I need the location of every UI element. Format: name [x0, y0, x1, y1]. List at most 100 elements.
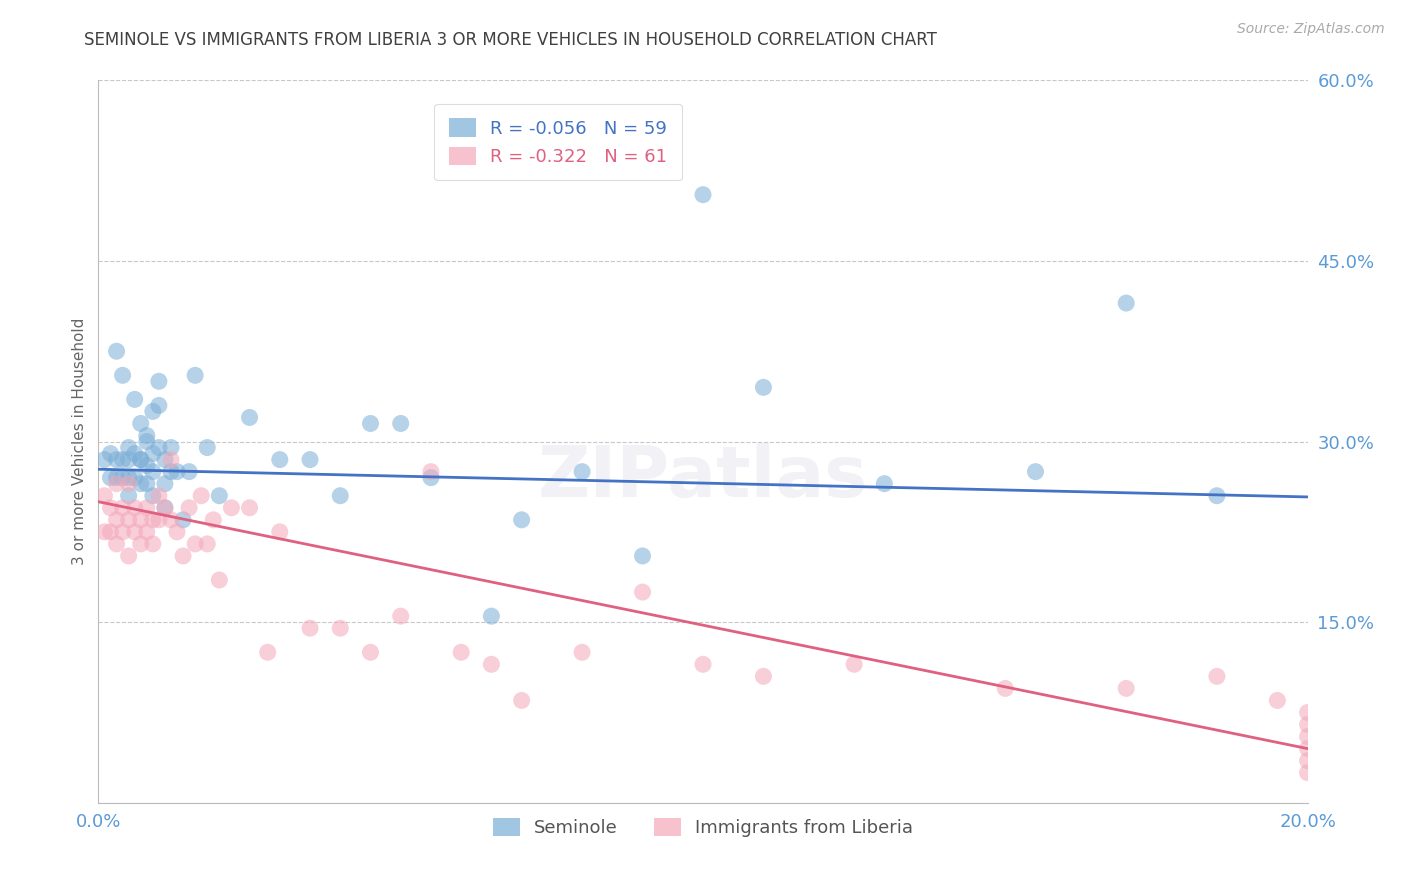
- Point: [1296, 754, 1319, 768]
- Point: [389, 417, 412, 431]
- Point: [135, 434, 157, 449]
- Point: [124, 392, 146, 407]
- Point: [389, 609, 412, 624]
- Point: [172, 549, 194, 563]
- Point: [142, 513, 165, 527]
- Point: [135, 458, 157, 473]
- Point: [1115, 681, 1137, 696]
- Point: [135, 500, 157, 515]
- Point: [105, 537, 128, 551]
- Point: [118, 441, 141, 455]
- Point: [148, 398, 170, 412]
- Point: [481, 609, 503, 624]
- Point: [93, 452, 115, 467]
- Text: ZIPatlas: ZIPatlas: [538, 443, 868, 512]
- Point: [1296, 741, 1319, 756]
- Point: [148, 489, 170, 503]
- Point: [692, 187, 714, 202]
- Point: [195, 441, 218, 455]
- Point: [1296, 706, 1319, 720]
- Point: [420, 470, 443, 484]
- Point: [221, 500, 243, 515]
- Point: [118, 549, 141, 563]
- Point: [481, 657, 503, 672]
- Point: [118, 470, 141, 484]
- Point: [160, 513, 183, 527]
- Point: [129, 476, 152, 491]
- Point: [105, 470, 128, 484]
- Point: [124, 446, 146, 460]
- Point: [299, 452, 322, 467]
- Point: [208, 489, 231, 503]
- Point: [105, 513, 128, 527]
- Point: [118, 489, 141, 503]
- Point: [184, 368, 207, 383]
- Point: [124, 524, 146, 539]
- Point: [93, 524, 115, 539]
- Point: [135, 428, 157, 442]
- Point: [135, 476, 157, 491]
- Point: [1115, 296, 1137, 310]
- Point: [160, 441, 183, 455]
- Point: [100, 500, 122, 515]
- Point: [190, 489, 212, 503]
- Point: [269, 524, 291, 539]
- Point: [510, 513, 533, 527]
- Point: [153, 476, 176, 491]
- Point: [631, 549, 654, 563]
- Point: [93, 489, 115, 503]
- Point: [142, 404, 165, 418]
- Point: [129, 537, 152, 551]
- Point: [129, 513, 152, 527]
- Text: Source: ZipAtlas.com: Source: ZipAtlas.com: [1237, 22, 1385, 37]
- Point: [124, 500, 146, 515]
- Point: [129, 452, 152, 467]
- Point: [100, 524, 122, 539]
- Point: [844, 657, 866, 672]
- Point: [129, 417, 152, 431]
- Point: [1296, 730, 1319, 744]
- Point: [208, 573, 231, 587]
- Point: [166, 524, 188, 539]
- Point: [1024, 465, 1046, 479]
- Point: [1267, 693, 1289, 707]
- Point: [239, 410, 262, 425]
- Point: [153, 500, 176, 515]
- Point: [129, 452, 152, 467]
- Point: [1296, 717, 1319, 731]
- Point: [692, 657, 714, 672]
- Point: [148, 513, 170, 527]
- Point: [360, 645, 382, 659]
- Point: [269, 452, 291, 467]
- Point: [752, 380, 775, 394]
- Point: [1206, 489, 1229, 503]
- Point: [1206, 669, 1229, 683]
- Point: [118, 476, 141, 491]
- Point: [160, 452, 183, 467]
- Point: [105, 452, 128, 467]
- Point: [202, 513, 225, 527]
- Y-axis label: 3 or more Vehicles in Household: 3 or more Vehicles in Household: [72, 318, 87, 566]
- Point: [118, 452, 141, 467]
- Text: SEMINOLE VS IMMIGRANTS FROM LIBERIA 3 OR MORE VEHICLES IN HOUSEHOLD CORRELATION : SEMINOLE VS IMMIGRANTS FROM LIBERIA 3 OR…: [84, 31, 938, 49]
- Point: [1296, 765, 1319, 780]
- Point: [329, 621, 352, 635]
- Point: [631, 585, 654, 599]
- Point: [142, 489, 165, 503]
- Point: [450, 645, 472, 659]
- Point: [360, 417, 382, 431]
- Point: [111, 470, 134, 484]
- Point: [195, 537, 218, 551]
- Point: [172, 513, 194, 527]
- Point: [105, 344, 128, 359]
- Point: [256, 645, 278, 659]
- Point: [148, 441, 170, 455]
- Legend: Seminole, Immigrants from Liberia: Seminole, Immigrants from Liberia: [485, 811, 921, 845]
- Point: [124, 470, 146, 484]
- Point: [100, 470, 122, 484]
- Point: [111, 452, 134, 467]
- Point: [299, 621, 322, 635]
- Point: [105, 476, 128, 491]
- Point: [179, 465, 201, 479]
- Point: [420, 465, 443, 479]
